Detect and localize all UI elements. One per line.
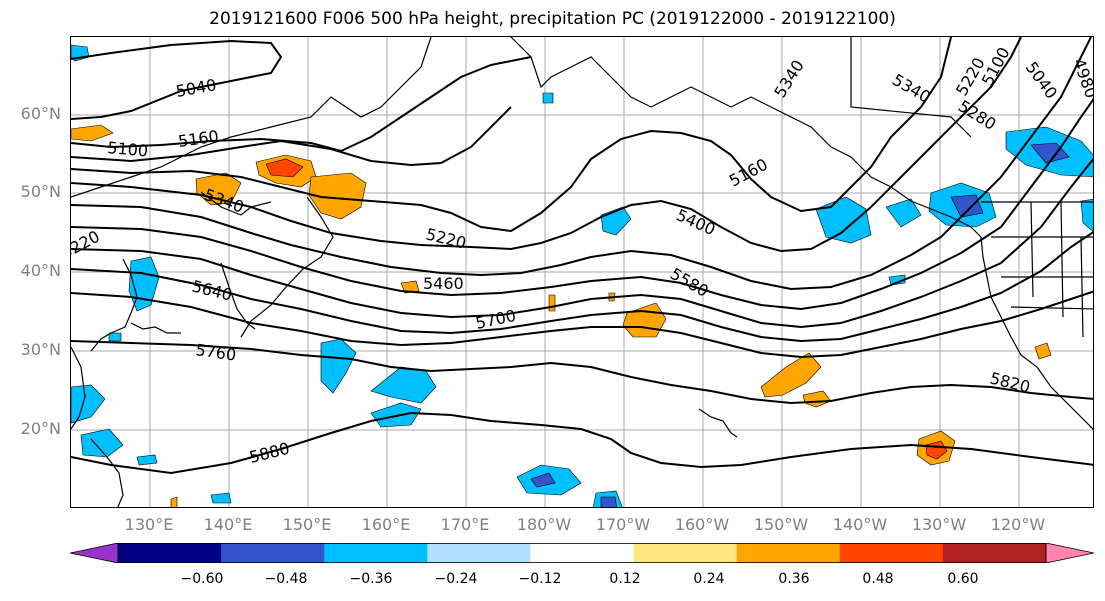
lat-label: 50°N <box>20 182 61 201</box>
contour-labels: 5040 5100 5160 5340 5220 5460 5640 5760 … <box>71 44 1094 467</box>
lon-label: 180°W <box>516 515 572 534</box>
map-title: 2019121600 F006 500 hPa height, precipit… <box>209 9 896 29</box>
lon-label: 160°W <box>674 515 730 534</box>
contour-label: 5220 <box>71 227 103 263</box>
colorbar-segment <box>736 543 841 563</box>
colorbar-tick: 0.24 <box>693 571 725 587</box>
contour-label: 5040 <box>1022 58 1061 102</box>
contour-label: 5160 <box>726 155 771 191</box>
colorbar-segment <box>942 543 1047 563</box>
contour-label: 4980 <box>1069 56 1094 101</box>
contour-label: 5580 <box>667 264 712 301</box>
colorbar-segment <box>839 543 944 563</box>
lon-label: 150°E <box>282 515 332 534</box>
colorbar-tick: −0.60 <box>180 571 224 587</box>
precip-positive <box>71 124 1052 507</box>
colorbar-segment <box>427 543 531 563</box>
colorbar-tick: 0.60 <box>947 571 979 587</box>
lat-label: 30°N <box>20 340 61 359</box>
contour-label: 5460 <box>423 274 464 293</box>
lon-label: 140°W <box>832 515 888 534</box>
colorbar-segment <box>530 543 635 563</box>
colorbar-segment <box>221 543 325 563</box>
contour-label: 5820 <box>988 368 1032 396</box>
colorbar-tick: 0.12 <box>609 571 641 587</box>
colorbar-segment <box>633 543 738 563</box>
colorbar-segment <box>324 543 428 563</box>
colorbar-tick: −0.12 <box>518 571 562 587</box>
lon-label: 170°W <box>595 515 651 534</box>
lon-label: 130°E <box>124 515 174 534</box>
lat-label: 40°N <box>20 261 61 280</box>
lon-label: 130°W <box>911 515 967 534</box>
lon-label: 170°E <box>440 515 490 534</box>
colorbar-segment <box>118 543 222 563</box>
contour-label: 5340 <box>770 57 808 102</box>
lon-label: 150°W <box>753 515 809 534</box>
contour-label: 5100 <box>107 138 149 160</box>
contour-label: 5760 <box>194 340 237 364</box>
precip-negative <box>71 44 1093 507</box>
lon-label: 140°E <box>203 515 253 534</box>
lat-label: 20°N <box>20 419 61 438</box>
colorbar-extend-high <box>1045 543 1094 563</box>
lon-label: 120°W <box>990 515 1046 534</box>
contour-label: 5040 <box>174 75 217 101</box>
map-canvas: 5040 5100 5160 5340 5220 5460 5640 5760 … <box>71 37 1094 507</box>
contour-label: 5400 <box>673 205 718 239</box>
contour-label: 5340 <box>889 70 934 107</box>
height-contours <box>71 37 1093 475</box>
colorbar-tick: 0.36 <box>778 571 810 587</box>
lat-label: 60°N <box>20 104 61 123</box>
contour-label: 5700 <box>474 306 518 333</box>
contour-label: 5160 <box>177 126 220 150</box>
colorbar-outline <box>117 543 1047 563</box>
colorbar <box>70 543 1094 563</box>
contour-label: 5880 <box>247 439 291 467</box>
colorbar-tick: −0.48 <box>264 571 308 587</box>
lon-label: 160°E <box>361 515 411 534</box>
colorbar-tick: −0.24 <box>434 571 478 587</box>
coastlines <box>71 37 1093 507</box>
contour-label: 5220 <box>424 224 468 252</box>
colorbar-tick: 0.48 <box>862 571 894 587</box>
contour-label: 5340 <box>202 185 247 217</box>
colorbar-tick: −0.36 <box>349 571 393 587</box>
map-panel: 5040 5100 5160 5340 5220 5460 5640 5760 … <box>70 36 1094 508</box>
colorbar-extend-low <box>70 543 119 563</box>
